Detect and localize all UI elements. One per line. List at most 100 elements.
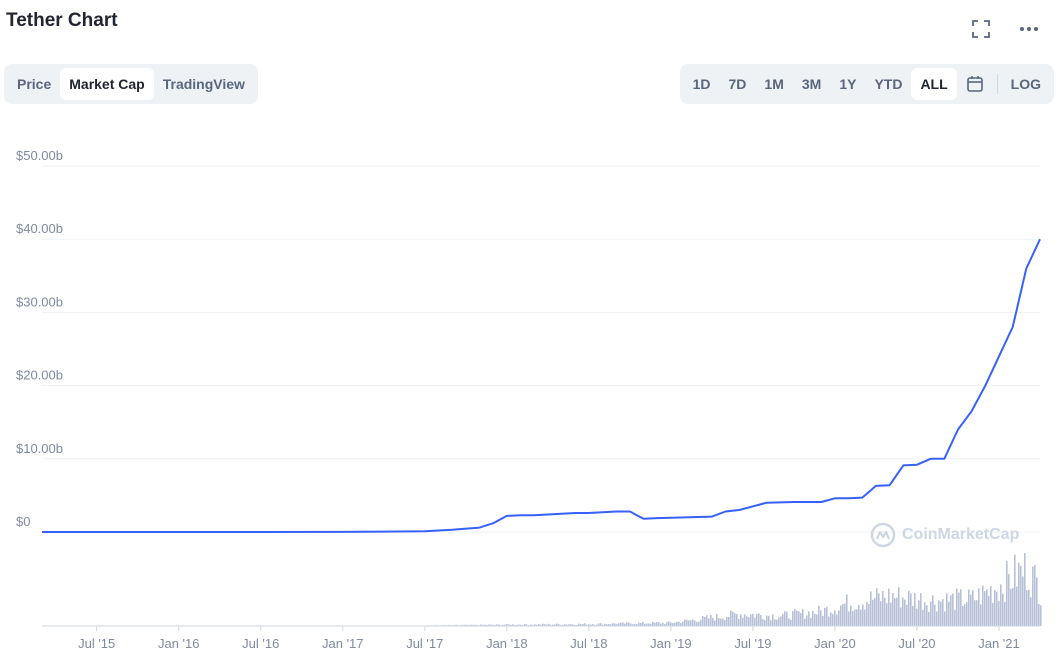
volume-bar: [600, 623, 602, 626]
volume-bar: [480, 624, 482, 626]
volume-bar: [1032, 566, 1034, 626]
volume-bar: [836, 614, 838, 626]
volume-bar: [768, 615, 770, 626]
volume-bar: [920, 593, 922, 626]
more-horizontal-icon[interactable]: [1018, 18, 1040, 40]
volume-bar: [518, 624, 520, 626]
volume-bar: [664, 623, 666, 626]
range-all[interactable]: ALL: [911, 68, 957, 100]
volume-bar: [710, 615, 712, 626]
volume-bar: [772, 614, 774, 626]
volume-bar: [792, 611, 794, 626]
volume-bar: [988, 596, 990, 626]
volume-bar: [718, 618, 720, 626]
volume-bar: [466, 624, 468, 626]
volume-bar: [830, 612, 832, 626]
volume-bar: [644, 623, 646, 626]
volume-bar: [662, 622, 664, 626]
log-scale-toggle[interactable]: LOG: [1010, 76, 1041, 92]
chart-type-tabs: Price Market Cap TradingView: [4, 64, 258, 104]
volume-bar: [878, 593, 880, 626]
volume-bar: [550, 624, 552, 626]
volume-bar: [872, 599, 874, 626]
range-1m[interactable]: 1M: [764, 76, 784, 92]
volume-bar: [796, 610, 798, 626]
y-tick-label: $0: [16, 514, 30, 529]
volume-bar: [926, 605, 928, 626]
volume-bar: [862, 604, 864, 626]
fullscreen-icon[interactable]: [970, 18, 992, 40]
volume-bar: [814, 613, 816, 626]
volume-bar: [554, 624, 556, 626]
volume-bar: [842, 604, 844, 626]
volume-bar: [690, 620, 692, 626]
volume-bar: [546, 624, 548, 626]
volume-bar: [1006, 561, 1008, 626]
volume-bar: [950, 595, 952, 626]
volume-bar: [892, 593, 894, 626]
volume-bar: [668, 621, 670, 626]
volume-bar: [590, 624, 592, 626]
volume-bar: [1018, 562, 1020, 626]
range-1d[interactable]: 1D: [692, 76, 711, 92]
volume-bar: [586, 624, 588, 626]
volume-bar: [474, 624, 476, 626]
tab-tradingview[interactable]: TradingView: [162, 76, 245, 92]
range-3m[interactable]: 3M: [801, 76, 822, 92]
volume-bar: [876, 588, 878, 626]
volume-bar: [940, 601, 942, 626]
x-tick-label: Jul '20: [898, 636, 935, 651]
x-tick-label: Jan '18: [486, 636, 528, 651]
volume-bar: [884, 597, 886, 626]
volume-bar: [846, 594, 848, 626]
volume-bar: [512, 624, 514, 626]
volume-bar: [724, 620, 726, 626]
range-1y[interactable]: 1Y: [839, 76, 857, 92]
volume-bar: [722, 618, 724, 626]
volume-bar: [502, 624, 504, 626]
volume-bar: [682, 621, 684, 626]
volume-bar: [632, 624, 634, 626]
volume-bar: [688, 620, 690, 626]
volume-bar: [492, 624, 494, 626]
volume-bar: [802, 608, 804, 626]
tab-price[interactable]: Price: [17, 76, 52, 92]
range-7d[interactable]: 7D: [728, 76, 747, 92]
volume-bar: [654, 622, 656, 626]
x-tick-label: Jul '17: [406, 636, 443, 651]
volume-bar: [482, 624, 484, 626]
volume-bar: [838, 610, 840, 626]
volume-bar: [532, 624, 534, 626]
volume-bar: [828, 616, 830, 626]
volume-bar: [540, 624, 542, 626]
volume-bar: [928, 611, 930, 626]
volume-bar: [922, 610, 924, 626]
volume-bar: [752, 613, 754, 626]
volume-bar: [1014, 554, 1016, 626]
volume-bar: [994, 590, 996, 626]
calendar-icon[interactable]: [957, 68, 993, 100]
volume-bar: [464, 624, 466, 626]
volume-bar: [552, 624, 554, 626]
volume-bar: [508, 624, 510, 626]
volume-bar: [544, 624, 546, 626]
volume-bar: [868, 603, 870, 626]
volume-bar: [1036, 577, 1038, 626]
range-ytd[interactable]: YTD: [874, 76, 903, 92]
volume-bar: [570, 624, 572, 626]
volume-bar: [760, 615, 762, 626]
volume-bar: [666, 622, 668, 626]
volume-bar: [886, 603, 888, 626]
volume-bar: [962, 606, 964, 626]
volume-bar: [804, 618, 806, 626]
volume-bar: [680, 623, 682, 626]
tab-market-cap[interactable]: Market Cap: [60, 68, 154, 100]
volume-bar: [770, 620, 772, 626]
volume-bar: [652, 621, 654, 626]
volume-bar: [1010, 588, 1012, 626]
volume-bar: [650, 623, 652, 626]
volume-bar: [558, 624, 560, 626]
volume-bar: [738, 618, 740, 626]
volume-bar: [1028, 589, 1030, 626]
volume-bar: [880, 601, 882, 626]
